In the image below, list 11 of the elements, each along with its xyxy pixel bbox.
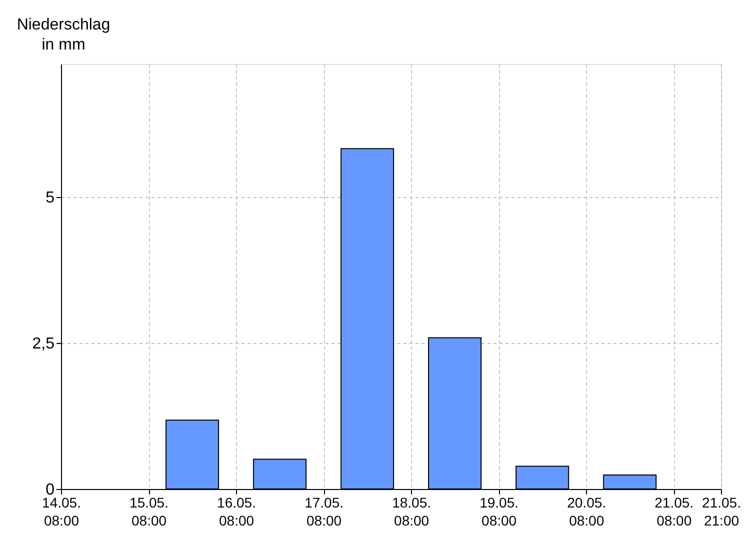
y-tick-label: 2,5 (32, 336, 55, 353)
x-tick-label: 19.05. 08:00 (480, 494, 519, 528)
x-tick-label: 16.05. 08:00 (217, 494, 256, 528)
x-tick-label: 17.05. 08:00 (304, 494, 344, 528)
y-tick-label: 5 (46, 190, 55, 207)
x-tick-label: 18.05. 08:00 (392, 494, 432, 528)
x-tick-label: 20.05. 08:00 (567, 494, 606, 528)
y-axis-title: Niederschlag in mm (16, 16, 110, 54)
x-tick-label: 21.05. 08:00 (654, 494, 694, 528)
x-tick-label: 21.05. 21:00 (702, 494, 741, 528)
x-tick-label: 15.05. 08:00 (130, 494, 168, 528)
